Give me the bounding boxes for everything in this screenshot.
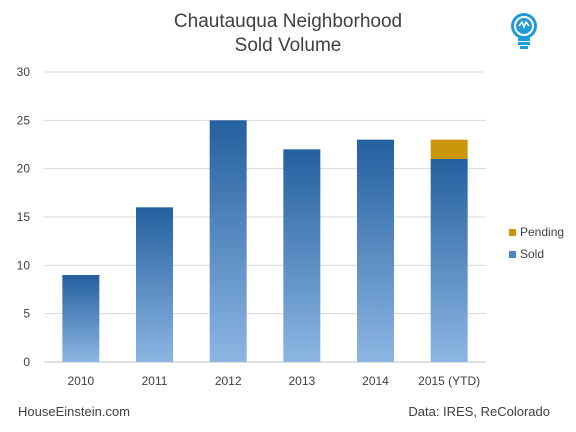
y-tick-label: 10 (17, 258, 31, 272)
y-tick-label: 30 (17, 65, 31, 79)
x-tick-label: 2012 (215, 374, 242, 388)
x-tick-label: 2014 (362, 374, 389, 388)
footer-source-right: Data: IRES, ReColorado (408, 404, 550, 419)
bar-sold (430, 159, 468, 362)
y-tick-label: 0 (23, 355, 30, 369)
chart-title-line1: Chautauqua Neighborhood (173, 11, 403, 32)
y-tick-label: 20 (17, 162, 31, 176)
x-tick-label: 2015 (YTD) (418, 374, 480, 388)
y-tick-label: 15 (17, 210, 31, 224)
y-tick-label: 25 (17, 113, 31, 127)
x-tick-label: 2010 (67, 374, 94, 388)
legend-swatch-pending (509, 229, 516, 236)
legend-label-sold: Sold (520, 247, 544, 261)
y-tick-label: 5 (23, 307, 30, 321)
legend-label-pending: Pending (520, 225, 564, 239)
bar-sold (136, 207, 173, 362)
lightbulb-icon (511, 13, 537, 49)
chart-title-line2: Sold Volume (234, 35, 342, 56)
bar-pending (430, 139, 468, 159)
bar-sold (62, 275, 100, 362)
legend-swatch-sold (509, 251, 516, 258)
bar-sold (283, 149, 321, 362)
x-tick-label: 2011 (142, 374, 168, 388)
chart-title: Chautauqua Neighborhood Sold Volume (0, 10, 576, 58)
bar-sold (209, 120, 247, 362)
bar-sold (357, 139, 394, 362)
footer-source-left: HouseEinstein.com (18, 404, 130, 419)
x-tick-label: 2013 (288, 374, 315, 388)
